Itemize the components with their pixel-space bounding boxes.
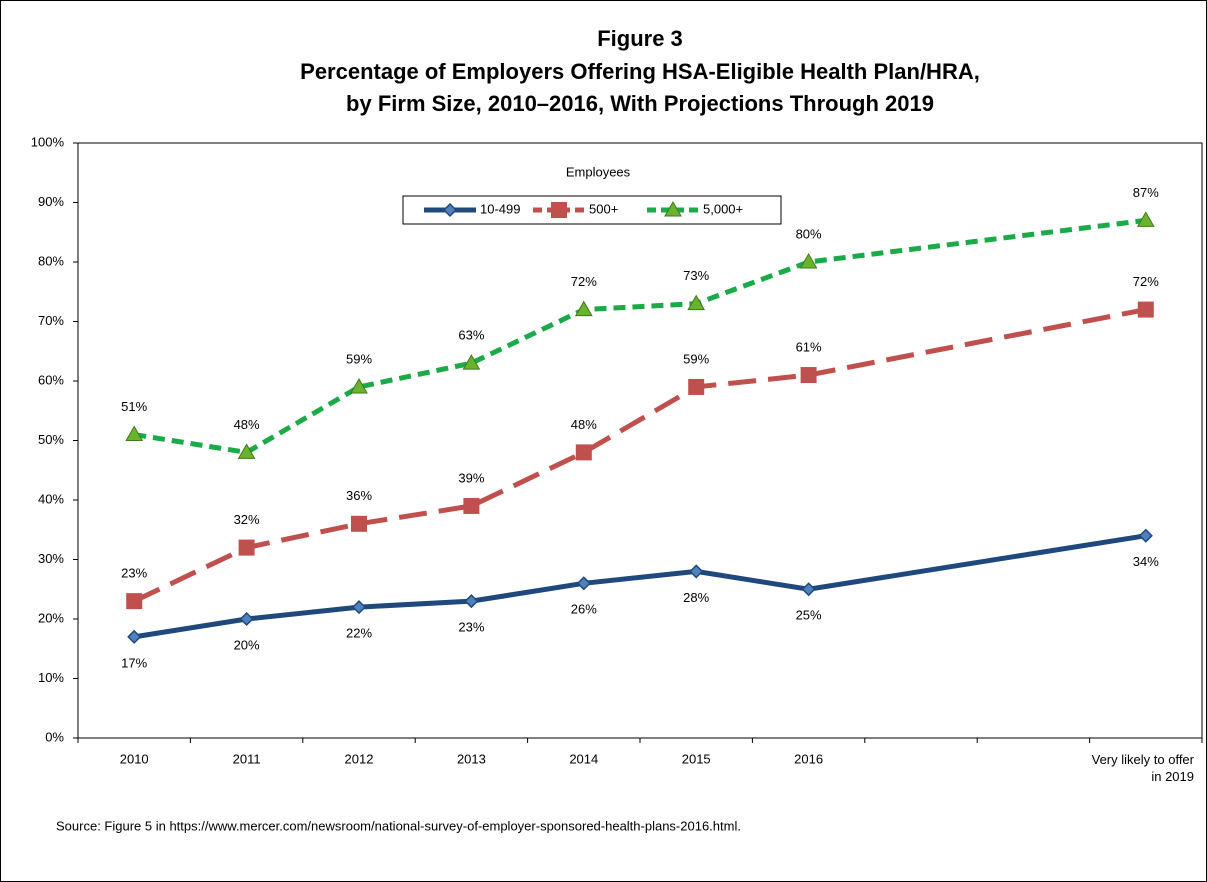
marker [551,202,567,218]
marker [351,515,367,532]
data-label: 48% [234,417,260,432]
marker [237,443,256,459]
data-label: 63% [458,328,484,343]
marker [576,576,591,591]
marker [127,629,142,644]
series-line [133,307,1147,604]
x-tick-label: 2011 [233,751,261,766]
legend-label: 500+ [589,201,618,216]
x-tick-label: Very likely to offer in 2019 [1091,752,1194,784]
data-label: 34% [1133,554,1159,569]
data-label: 59% [683,351,709,366]
marker [442,202,458,218]
data-label: 22% [346,626,372,641]
y-tick-label: 20% [38,610,64,625]
marker [350,377,368,394]
x-tick-label: 2016 [794,751,823,766]
series-line [133,217,1147,456]
y-tick-label: 0% [45,729,64,744]
y-tick-label: 40% [38,491,64,506]
x-tick-label: 2012 [345,751,374,766]
marker [125,425,144,442]
data-label: 20% [234,637,260,652]
marker [126,593,143,610]
data-label: 23% [458,620,484,635]
marker [664,200,682,217]
x-tick-label: 2014 [569,751,598,766]
marker [351,600,367,615]
legend-item: 500+ [533,201,618,218]
source-note: Source: Figure 5 in https://www.mercer.c… [56,818,741,833]
y-tick-label: 90% [38,194,64,209]
data-label: 36% [346,488,372,503]
data-label: 23% [121,566,147,581]
marker [574,300,593,317]
y-tick-label: 80% [38,253,64,268]
data-label: 26% [571,602,597,617]
y-tick-label: 50% [38,432,64,447]
marker [688,378,705,395]
data-label: 39% [458,470,484,485]
data-label: 87% [1133,185,1159,200]
chart-title: Figure 3 [597,26,683,51]
marker [1138,528,1153,543]
y-tick-label: 70% [38,313,64,328]
data-label: 48% [571,417,597,432]
data-label: 59% [346,351,372,366]
data-label: 72% [571,274,597,289]
data-label: 80% [796,226,822,241]
marker [1137,301,1154,318]
legend-label: 5,000+ [703,201,743,216]
x-tick-label: 2015 [682,751,711,766]
legend-label: 10-499 [480,201,520,216]
data-label: 32% [234,512,260,527]
marker [687,294,706,311]
data-label: 73% [683,268,709,283]
y-tick-label: 60% [38,372,64,387]
y-tick-label: 100% [31,134,65,149]
marker [238,539,255,556]
x-tick-label: 2013 [457,751,486,766]
legend-item: 10-499 [424,201,520,218]
data-label: 25% [796,608,822,623]
marker [464,594,479,609]
data-label: 72% [1133,274,1159,289]
data-label: 51% [121,399,147,414]
data-label: 61% [796,339,822,354]
marker [1136,211,1155,227]
data-label: 17% [121,655,147,670]
chart-subtitle: by Firm Size, 2010–2016, With Projection… [346,91,934,116]
marker [801,582,816,597]
marker [462,354,481,370]
y-tick-label: 30% [38,551,64,566]
x-tick-label: 2010 [120,751,149,766]
y-tick-label: 10% [38,670,64,685]
data-label: 28% [683,590,709,605]
marker [800,367,817,384]
marker [575,444,592,461]
chart-subtitle: Percentage of Employers Offering HSA-Eli… [300,59,980,84]
marker [689,564,704,579]
marker [239,611,254,627]
legend-item: 5,000+ [647,200,743,217]
series-line [133,533,1147,640]
marker [799,252,818,269]
marker [463,497,480,514]
legend-title: Employees [566,164,631,179]
